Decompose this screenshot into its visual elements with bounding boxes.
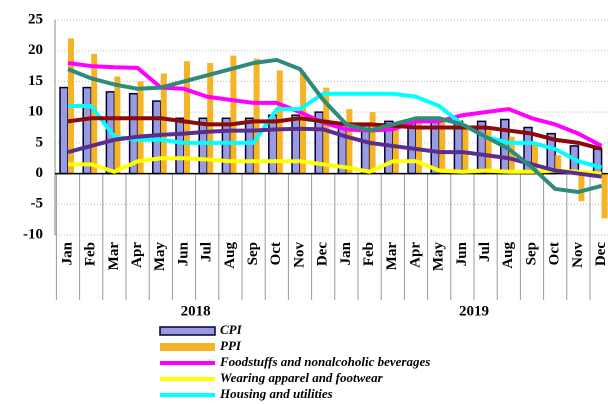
bar <box>508 136 515 174</box>
x-tick-label: Feb <box>83 242 99 266</box>
x-tick-label: Aug <box>500 242 516 269</box>
legend-label: Wearing apparel and footwear <box>220 370 384 385</box>
bar <box>207 63 214 174</box>
bar <box>360 124 371 175</box>
bar <box>578 173 585 202</box>
x-tick-label: Sep <box>523 242 539 265</box>
x-tick-label: Feb <box>361 242 377 266</box>
line <box>67 116 603 151</box>
line <box>67 126 602 179</box>
bar <box>160 73 167 174</box>
x-tick-label: Oct <box>268 242 284 265</box>
x-tick-label: Mar <box>106 242 122 271</box>
line <box>68 91 603 170</box>
bar <box>416 118 422 174</box>
y-tick-label: -5 <box>31 196 44 212</box>
bar <box>485 130 492 174</box>
x-tick-label: Nov <box>291 242 307 268</box>
x-tick-label: Nov <box>570 242 586 268</box>
bar <box>137 81 144 174</box>
bar <box>221 117 232 175</box>
legend-label: Foodstuffs and nonalcoholic beverages <box>219 354 430 369</box>
bar <box>268 114 278 175</box>
x-tick-label: Jul <box>477 242 493 262</box>
line <box>68 156 602 176</box>
x-tick-label: Jan <box>338 241 354 265</box>
bar <box>253 58 260 174</box>
x-tick-label: May <box>431 242 447 272</box>
y-tick-label: 20 <box>28 42 43 58</box>
x-tick-label: Dec <box>315 242 331 266</box>
legend-label: Housing and utilities <box>219 386 333 401</box>
line <box>67 57 603 194</box>
bar <box>462 124 469 174</box>
bar <box>291 114 301 175</box>
x-tick-label: Oct <box>547 242 563 265</box>
bar <box>198 117 208 175</box>
bar <box>244 117 255 175</box>
line <box>67 61 603 148</box>
x-tick-label: Jun <box>175 241 191 266</box>
legend-swatch <box>160 343 215 351</box>
x-tick-label: Jan <box>59 241 75 265</box>
bar <box>346 109 353 174</box>
legend-label: PPI <box>220 338 242 353</box>
bar <box>184 61 190 174</box>
bar <box>392 124 399 174</box>
x-tick-label: Jul <box>199 242 215 262</box>
bar <box>230 55 237 174</box>
bar <box>439 118 446 174</box>
x-tick-label: Mar <box>384 242 400 271</box>
y-tick-label: 0 <box>36 165 44 181</box>
legend-swatch <box>159 326 216 336</box>
x-tick-label: Aug <box>222 242 238 269</box>
bar <box>59 86 69 175</box>
y-tick-label: 5 <box>36 134 44 150</box>
y-tick-label: 10 <box>28 104 43 120</box>
bar <box>532 142 538 174</box>
x-tick-label: Dec <box>593 242 608 266</box>
bar <box>91 53 98 174</box>
bar <box>300 72 306 174</box>
x-tick-label: Jun <box>454 241 470 266</box>
year-label: 2019 <box>459 303 489 319</box>
bar <box>114 76 121 174</box>
legend-label: CPI <box>220 322 243 337</box>
x-tick-label: Apr <box>129 242 145 268</box>
x-tick-label: Sep <box>245 242 261 265</box>
bar <box>592 148 603 175</box>
y-tick-label: 15 <box>28 73 43 89</box>
bar <box>601 173 608 219</box>
x-tick-label: May <box>152 242 168 272</box>
year-label: 2018 <box>181 303 211 319</box>
x-tick-label: Apr <box>407 242 423 268</box>
bar <box>555 155 562 174</box>
bar <box>82 86 92 175</box>
y-tick-label: -10 <box>23 226 43 242</box>
y-tick-label: 25 <box>28 11 43 27</box>
bar <box>175 117 185 175</box>
